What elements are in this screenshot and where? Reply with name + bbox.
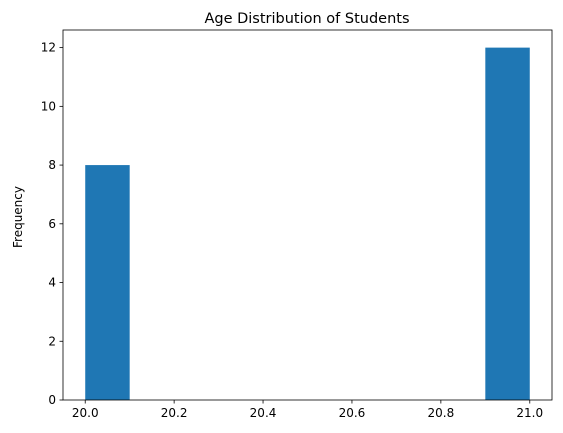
plot-frame bbox=[62, 29, 553, 401]
y-tick-label: 8 bbox=[48, 158, 56, 172]
y-tick-label: 4 bbox=[48, 276, 56, 290]
x-tick-label: 20.8 bbox=[428, 406, 455, 420]
x-tick-label: 20.4 bbox=[250, 406, 277, 420]
x-tick-label: 20.2 bbox=[161, 406, 188, 420]
x-tick-label: 20.6 bbox=[339, 406, 366, 420]
histogram-bar-1 bbox=[485, 47, 530, 400]
x-tick-label: 20.0 bbox=[72, 406, 99, 420]
y-tick-label: 0 bbox=[48, 393, 56, 407]
x-tick-label: 21.0 bbox=[516, 406, 543, 420]
y-tick-label: 2 bbox=[48, 334, 56, 348]
y-tick-label: 10 bbox=[41, 99, 56, 113]
chart-title: Age Distribution of Students bbox=[204, 11, 409, 27]
y-tick-label: 12 bbox=[41, 41, 56, 55]
x-axis-ticks: 20.0 20.2 20.4 20.6 20.8 21.0 bbox=[72, 400, 543, 420]
y-axis-ticks: 0 2 4 6 8 10 12 bbox=[41, 41, 63, 407]
y-tick-label: 6 bbox=[48, 217, 56, 231]
y-axis-label: Frequency bbox=[11, 186, 25, 248]
histogram-bar-0 bbox=[85, 165, 130, 400]
bars-group bbox=[85, 47, 530, 400]
